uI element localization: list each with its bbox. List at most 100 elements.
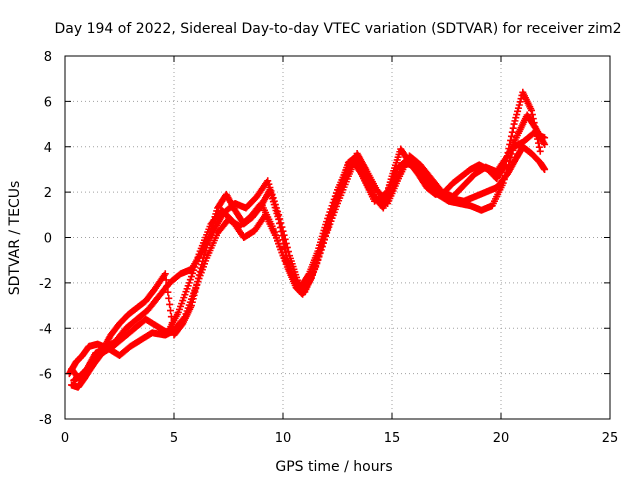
- data-point: [505, 145, 513, 153]
- data-point: [280, 240, 288, 248]
- data-point: [196, 268, 204, 276]
- data-point: [190, 266, 198, 274]
- data-point: [199, 257, 207, 265]
- data-point: [282, 252, 290, 260]
- data-point: [200, 254, 208, 262]
- data-point: [534, 135, 542, 143]
- data-point: [509, 124, 517, 132]
- data-point: [508, 128, 516, 136]
- data-point: [162, 276, 170, 284]
- data-point: [536, 147, 544, 155]
- x-tick-label: 20: [493, 431, 510, 446]
- x-tick-label: 0: [61, 431, 69, 446]
- data-point: [195, 271, 203, 279]
- data-point: [541, 134, 549, 142]
- data-point: [275, 215, 283, 223]
- data-point: [265, 180, 273, 188]
- data-point: [509, 146, 517, 154]
- data-point: [529, 115, 537, 123]
- data-point: [191, 263, 199, 271]
- data-point: [499, 179, 507, 187]
- x-tick-label: 15: [384, 431, 401, 446]
- data-point: [541, 140, 549, 148]
- data-point: [502, 157, 510, 165]
- data-point: [514, 107, 522, 115]
- y-tick-label: 4: [44, 141, 52, 156]
- data-point: [541, 165, 549, 173]
- data-points: [65, 88, 549, 391]
- data-point: [508, 150, 516, 158]
- data-point: [528, 106, 536, 114]
- data-point: [532, 127, 540, 135]
- data-point: [510, 120, 518, 128]
- axis-ticks: 0 5 10 15 20 25 -8 -6 -4 -2 0 2 4 6 8: [39, 50, 618, 446]
- y-axis-label: SDTVAR / TECUs: [7, 181, 23, 296]
- data-point: [189, 295, 197, 303]
- data-point: [281, 244, 289, 252]
- data-point: [187, 302, 195, 310]
- data-point: [203, 240, 211, 248]
- grid: [65, 56, 610, 419]
- data-point: [191, 288, 199, 296]
- y-tick-label: 6: [44, 95, 52, 110]
- data-point: [190, 291, 198, 299]
- chart-title: Day 194 of 2022, Sidereal Day-to-day VTE…: [55, 21, 622, 37]
- data-point: [282, 248, 290, 256]
- data-point: [165, 294, 173, 302]
- y-tick-label: 2: [44, 186, 52, 201]
- data-point: [194, 278, 202, 286]
- data-point: [192, 260, 200, 268]
- data-point: [201, 251, 209, 259]
- data-point: [164, 288, 172, 296]
- data-point: [163, 282, 171, 290]
- data-point: [507, 154, 515, 162]
- data-point: [513, 111, 521, 119]
- data-point: [197, 264, 205, 272]
- data-point: [511, 117, 519, 125]
- x-tick-label: 5: [170, 431, 178, 446]
- data-point: [202, 244, 210, 252]
- data-point: [534, 139, 542, 147]
- data-point: [185, 279, 193, 287]
- y-tick-label: 0: [44, 232, 52, 247]
- data-point: [514, 104, 522, 112]
- data-point: [501, 161, 509, 169]
- data-point: [500, 175, 508, 183]
- data-point: [278, 232, 286, 240]
- x-axis-label: GPS time / hours: [275, 459, 392, 475]
- data-point: [264, 177, 272, 185]
- data-point: [167, 307, 175, 315]
- data-point: [528, 111, 536, 119]
- data-point: [507, 136, 515, 144]
- data-point: [192, 285, 200, 293]
- y-tick-label: -4: [39, 322, 52, 337]
- data-point: [504, 149, 512, 157]
- data-point: [161, 270, 169, 278]
- y-tick-label: -8: [39, 413, 52, 428]
- data-point: [189, 269, 197, 277]
- data-point: [512, 114, 520, 122]
- data-point: [516, 98, 524, 106]
- data-point: [535, 143, 543, 151]
- data-point: [168, 319, 176, 327]
- data-point: [530, 119, 538, 127]
- data-point: [531, 123, 539, 131]
- y-tick-label: -6: [39, 368, 52, 383]
- data-point: [201, 247, 209, 255]
- data-point: [193, 257, 201, 265]
- data-point: [503, 153, 511, 161]
- data-point: [166, 300, 174, 308]
- data-point: [193, 281, 201, 289]
- data-point: [279, 236, 287, 244]
- data-point: [194, 274, 202, 282]
- data-point: [186, 276, 194, 284]
- data-point: [501, 172, 509, 180]
- x-tick-label: 10: [275, 431, 292, 446]
- data-point: [198, 261, 206, 269]
- data-point: [277, 228, 285, 236]
- data-point: [515, 101, 523, 109]
- data-point: [276, 224, 284, 232]
- data-point: [276, 219, 284, 227]
- data-point: [500, 162, 508, 170]
- data-point: [188, 298, 196, 306]
